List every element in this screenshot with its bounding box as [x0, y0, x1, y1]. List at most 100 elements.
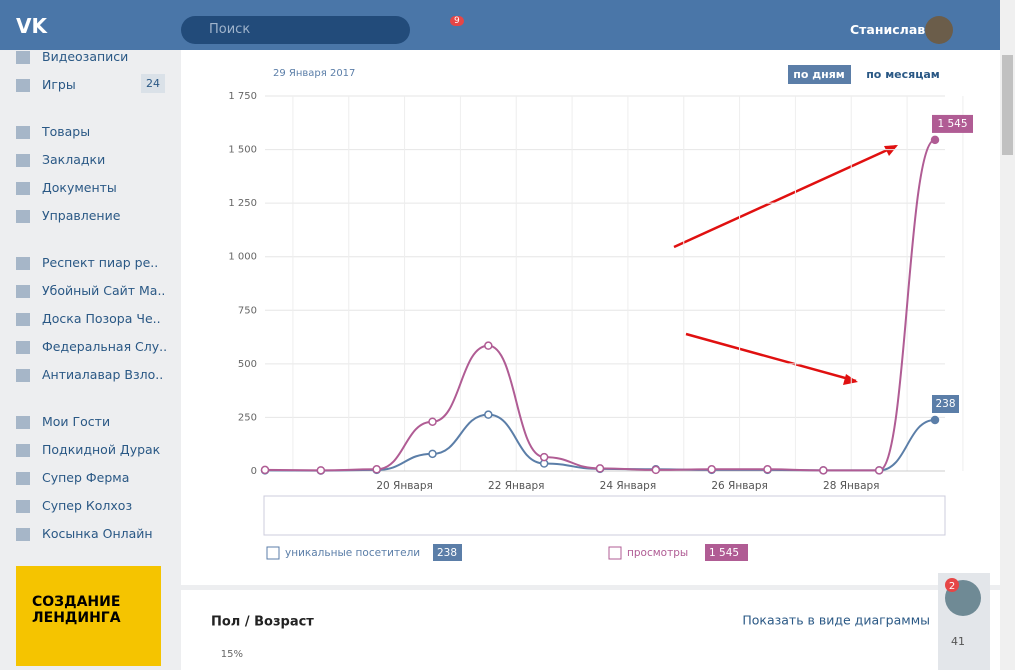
menu-label: Супер Ферма: [42, 470, 130, 485]
menu-item[interactable]: Подкидной Дурак: [16, 442, 160, 457]
section-title: Пол / Возраст: [211, 615, 314, 630]
menu-badge: 24: [141, 74, 165, 93]
arrowhead: [843, 374, 858, 385]
arrowhead: [884, 145, 898, 156]
menu-label: Респект пиар ре..: [42, 255, 159, 270]
menu-item[interactable]: Антиалавар Взло..: [16, 367, 163, 382]
menu-label: Доска Позора Че..: [42, 311, 161, 326]
menu-label: Документы: [42, 180, 117, 195]
icon: [16, 51, 30, 64]
search[interactable]: Поиск: [181, 16, 410, 44]
point: [428, 417, 437, 426]
legend-check[interactable]: [608, 546, 622, 560]
icon: [16, 369, 30, 382]
x-tick-label: 24 Января: [600, 480, 656, 492]
menu-item[interactable]: Убойный Сайт Ма..: [16, 283, 165, 298]
x-tick-label: 22 Января: [488, 480, 544, 492]
icon: [16, 182, 30, 195]
chat-badge: 2: [949, 581, 955, 592]
y-tick-label: 1 750: [228, 91, 257, 102]
menu-item[interactable]: Супер Ферма: [16, 470, 129, 485]
icon: [16, 500, 30, 513]
y-tick-label: 500: [238, 359, 257, 370]
arrow: [685, 332, 857, 383]
y-tick-label: 1 000: [228, 252, 257, 263]
legend-value: 1 545: [709, 547, 739, 559]
period-button[interactable]: по дням: [793, 68, 845, 81]
chat-badge-bg: [945, 578, 959, 592]
menu-item[interactable]: Игры 24: [16, 74, 165, 93]
point: [260, 465, 270, 475]
navigator: [263, 495, 946, 536]
point: [930, 135, 940, 145]
menu-item[interactable]: Товары: [16, 124, 90, 139]
online-count: 41: [951, 635, 965, 648]
x-tick-label: 28 Января: [823, 480, 879, 492]
arrow: [673, 144, 897, 249]
period-button[interactable]: по месяцам: [866, 68, 940, 81]
icon: [16, 257, 30, 270]
menu-item[interactable]: Закладки: [16, 152, 105, 167]
legend-label: уникальные посетители: [285, 547, 420, 559]
y-tick-label: 1 500: [228, 145, 257, 156]
icon: [16, 341, 30, 354]
icon: [16, 79, 30, 92]
legend-check[interactable]: [266, 546, 280, 560]
menu-label: Мои Гости: [42, 414, 111, 429]
point: [651, 465, 661, 475]
menu-item[interactable]: Косынка Онлайн: [16, 526, 153, 541]
scrollbar: [1000, 0, 1015, 670]
menu-item[interactable]: Видеозаписи: [16, 49, 128, 64]
point: [930, 415, 940, 425]
icon: [16, 444, 30, 457]
chart-subtitle: 29 Января 2017: [273, 68, 355, 79]
point: [316, 466, 326, 475]
notify[interactable]: 9: [450, 16, 464, 26]
icon: [16, 285, 30, 298]
label-bg: [932, 114, 973, 133]
menu-item[interactable]: Документы: [16, 180, 117, 195]
section-link[interactable]: Показать в виде диаграммы: [742, 613, 930, 628]
y-tick-label: 0: [251, 466, 257, 477]
menu-item[interactable]: Респект пиар ре..: [16, 255, 158, 270]
data-label: 238: [935, 398, 955, 410]
menu-label: Подкидной Дурак: [42, 442, 161, 457]
menu-label: Товары: [42, 124, 91, 139]
menu-label: Управление: [42, 208, 121, 223]
user-name[interactable]: Станислав: [850, 22, 926, 37]
menu-label: Убойный Сайт Ма..: [42, 283, 166, 298]
menu-item[interactable]: Доска Позора Че..: [16, 311, 161, 326]
legend-badge: [705, 544, 748, 561]
menu-label: Федеральная Слу..: [42, 339, 168, 354]
point: [539, 452, 549, 462]
icon: [16, 472, 30, 485]
menu-label: Антиалавар Взло..: [42, 367, 164, 382]
menu-label: Игры: [42, 77, 76, 92]
x-tick-label: 26 Января: [711, 480, 767, 492]
icon: [16, 416, 30, 429]
btn-bg[interactable]: [788, 65, 851, 84]
label-bg: [932, 395, 959, 413]
series-line: [264, 138, 936, 472]
menu-item[interactable]: Управление: [16, 208, 120, 223]
menu-item[interactable]: Супер Колхоз: [16, 498, 132, 513]
menu-label: Супер Колхоз: [42, 498, 133, 513]
section-tick: 15%: [221, 649, 243, 660]
header: VK Поиск 9 Станислав: [0, 0, 1000, 50]
menu-item[interactable]: Мои Гости: [16, 414, 110, 429]
avatar[interactable]: [925, 16, 953, 44]
point: [763, 465, 772, 474]
icon: [16, 528, 30, 541]
point: [428, 449, 437, 459]
legend-value: 238: [437, 547, 457, 559]
banner[interactable]: СОЗДАНИЕ ЛЕНДИНГА: [16, 566, 161, 666]
icon: [16, 154, 30, 167]
y-tick-label: 750: [238, 305, 257, 316]
point: [874, 466, 884, 475]
menu-item[interactable]: Федеральная Слу..: [16, 339, 167, 354]
logo[interactable]: VK: [16, 14, 47, 38]
icon: [16, 313, 30, 326]
menu-label: Косынка Онлайн: [42, 526, 153, 541]
